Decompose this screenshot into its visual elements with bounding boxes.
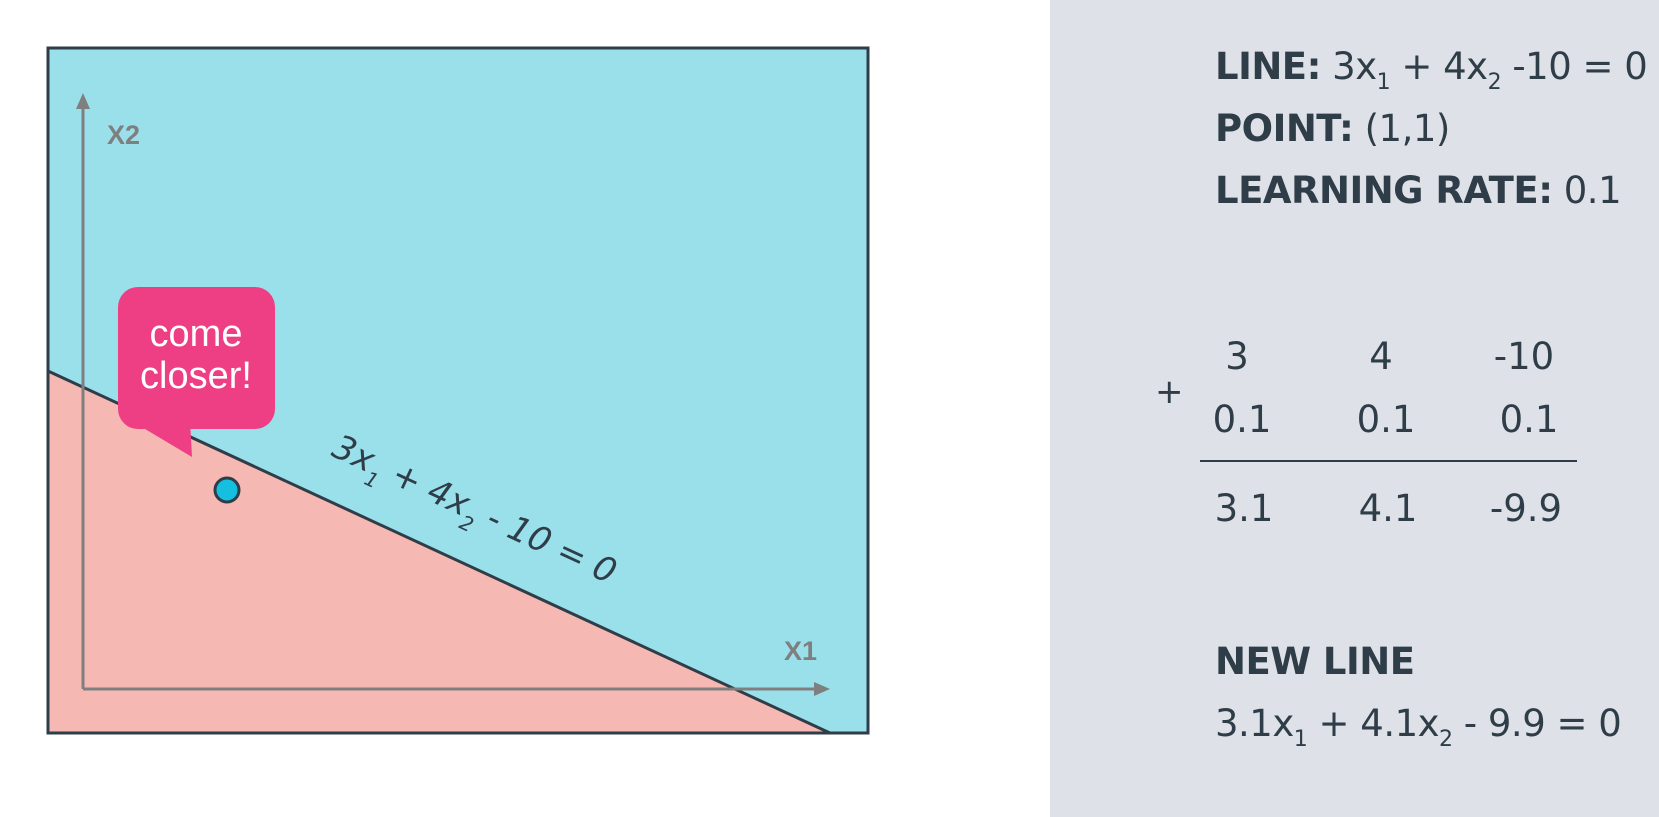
y-axis-arrow-icon (76, 93, 90, 109)
new-line-tail: - 9.9 = 0 (1452, 702, 1622, 745)
sum-divider (1200, 460, 1577, 462)
line-mid: + 4x (1390, 45, 1488, 88)
new-line-label: NEW LINE (1215, 640, 1415, 683)
learning-rate-label: LEARNING RATE: (1215, 169, 1553, 212)
new-line-mid: + 4.1x (1307, 702, 1440, 745)
misclassified-point-icon (213, 476, 241, 504)
bubble-line-1: come (150, 313, 243, 355)
info-panel: LINE: 3x1 + 4x2 -10 = 0 POINT: (1,1) LEA… (1050, 0, 1659, 817)
new-line-prefix: 3.1x (1215, 702, 1294, 745)
line-sub1: 1 (1376, 70, 1391, 95)
learning-rate-value: 0.1 (1552, 169, 1622, 212)
line-prefix: 3x (1320, 45, 1377, 88)
row2-w2: 0.1 (1356, 398, 1416, 441)
learning-rate-row: LEARNING RATE: 0.1 (1215, 169, 1622, 212)
row1-w1: 3 (1225, 335, 1249, 378)
point-label: POINT: (1215, 107, 1354, 150)
row2-w1: 0.1 (1212, 398, 1272, 441)
x-axis-arrow-icon (814, 682, 830, 696)
x-axis-label: X1 (784, 636, 817, 666)
row1-w2: 4 (1369, 335, 1393, 378)
plot-frame (46, 46, 870, 735)
row1-bias: -10 (1493, 335, 1555, 378)
result-w2: 4.1 (1358, 487, 1418, 530)
result-bias: -9.9 (1489, 487, 1563, 530)
point-row: POINT: (1,1) (1215, 107, 1450, 150)
bubble-line-2: closer! (140, 355, 252, 397)
y-axis-label: X2 (107, 120, 140, 150)
new-line-equation: 3.1x1 + 4.1x2 - 9.9 = 0 (1215, 702, 1622, 752)
row2-bias: 0.1 (1499, 398, 1559, 441)
result-w1: 3.1 (1214, 487, 1274, 530)
new-line-sub1: 1 (1293, 727, 1308, 752)
plus-operator: + (1155, 372, 1184, 412)
point-value: (1,1) (1353, 107, 1451, 150)
line-row: LINE: 3x1 + 4x2 -10 = 0 (1215, 45, 1648, 95)
line-label: LINE: (1215, 45, 1321, 88)
new-line-heading: NEW LINE (1215, 640, 1415, 683)
new-line-sub2: 2 (1439, 727, 1453, 752)
line-sub2: 2 (1487, 70, 1502, 95)
line-tail: -10 = 0 (1501, 45, 1648, 88)
speech-bubble: come closer! (118, 287, 275, 457)
perceptron-diagram: X2 X1 3x1 + 4x2 - 10 = 0 come closer! (46, 46, 870, 735)
